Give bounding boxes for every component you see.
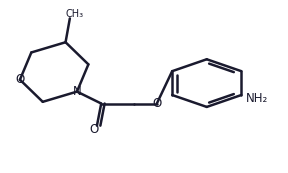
Text: N: N	[73, 85, 81, 98]
Text: CH₃: CH₃	[65, 9, 83, 19]
Text: O: O	[15, 73, 24, 86]
Text: O: O	[152, 97, 162, 110]
Text: O: O	[90, 123, 99, 136]
Text: NH₂: NH₂	[246, 92, 268, 105]
